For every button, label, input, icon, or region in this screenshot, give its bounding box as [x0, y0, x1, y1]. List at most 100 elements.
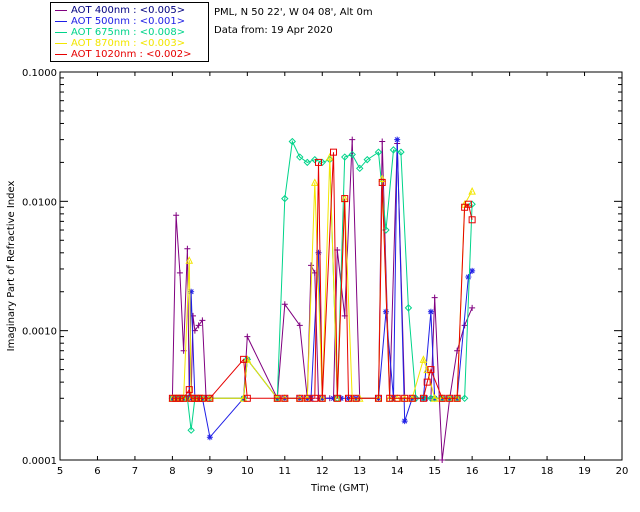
data-point: [315, 158, 323, 166]
x-tick-label: 20: [616, 466, 629, 477]
legend-swatch: [55, 53, 67, 55]
data-point: [419, 394, 427, 402]
data-point: [389, 146, 398, 154]
data-point: [180, 394, 188, 402]
data-point: [318, 158, 326, 167]
x-tick-label: 9: [207, 466, 213, 477]
data-point: [281, 194, 289, 203]
data-point: [185, 256, 194, 264]
data-point: [296, 394, 304, 402]
data-point: [427, 366, 435, 374]
data-point: [303, 158, 311, 167]
data-point: [401, 418, 408, 425]
data-point: [281, 301, 288, 308]
x-tick-label: 15: [428, 466, 441, 477]
legend-item-675: AOT 675nm : <0.008>: [55, 27, 185, 38]
data-point: [188, 288, 195, 295]
data-point: [378, 178, 386, 186]
x-tick-label: 14: [391, 466, 404, 477]
x-tick-label: 12: [316, 466, 329, 477]
data-point: [273, 394, 281, 402]
legend-label: AOT 400nm : <0.005>: [71, 5, 186, 16]
data-point: [356, 164, 364, 173]
x-tick-label: 8: [169, 466, 175, 477]
data-point: [430, 394, 439, 402]
data-point: [318, 394, 326, 402]
data-point: [469, 267, 476, 274]
data-point: [240, 355, 248, 363]
axes: 5 6 7 8 9 10 11 12 13 14 15 16 17 18 19 20 0.0001 0.0010 0…: [22, 68, 628, 477]
data-point: [386, 394, 394, 402]
data-point: [195, 394, 203, 402]
series-line: [172, 152, 473, 399]
data-point: [288, 137, 297, 146]
data-point: [325, 152, 334, 161]
data-point: [397, 148, 405, 156]
legend: AOT 400nm : <0.005> AOT 500nm : <0.001> …: [50, 2, 209, 62]
data-point: [176, 269, 183, 276]
x-tick-label: 6: [94, 466, 100, 477]
data-point: [296, 322, 303, 329]
legend-item-870: AOT 870nm : <0.003>: [55, 38, 185, 49]
data-point: [187, 394, 195, 402]
data-point: [460, 394, 469, 402]
data-point: [352, 394, 360, 402]
data-point: [308, 262, 315, 269]
legend-item-500: AOT 500nm : <0.001>: [55, 16, 185, 27]
data-point: [183, 394, 192, 402]
data-point: [438, 394, 446, 402]
data-point: [401, 394, 409, 402]
data-point: [199, 317, 206, 324]
data-point: [311, 155, 319, 164]
data-point: [311, 394, 319, 402]
data-point: [338, 395, 344, 402]
legend-label: AOT 870nm : <0.003>: [71, 38, 186, 49]
data-point: [333, 394, 341, 402]
x-tick-label: 10: [241, 466, 254, 477]
data-point: [281, 394, 289, 402]
data-point: [469, 304, 476, 311]
data-point: [363, 155, 371, 164]
data-point: [315, 249, 322, 256]
data-point: [374, 394, 382, 402]
data-point: [446, 394, 454, 402]
data-point: [439, 457, 446, 463]
site-info: PML, N 50 22', W 04 08', Alt 0m: [214, 7, 373, 18]
data-point: [464, 200, 472, 208]
data-point: [465, 273, 472, 280]
legend-label: AOT 675nm : <0.008>: [71, 27, 186, 38]
data-point: [244, 333, 251, 340]
x-tick-label: 13: [353, 466, 366, 477]
series-line: [172, 156, 473, 399]
x-axis-label: Time (GMT): [310, 483, 369, 494]
data-point: [195, 322, 202, 329]
data-point: [379, 138, 386, 145]
data-point: [349, 136, 356, 143]
legend-label: AOT 500nm : <0.001>: [71, 16, 186, 27]
x-tick-label: 11: [278, 466, 291, 477]
legend-swatch: [55, 42, 67, 44]
y-tick-label: 0.0100: [22, 197, 57, 208]
data-point: [427, 308, 434, 315]
legend-item-400: AOT 400nm : <0.005>: [55, 5, 185, 16]
data-point: [187, 426, 195, 434]
data-point: [468, 186, 476, 195]
x-tick-label: 18: [541, 466, 554, 477]
data-point: [378, 174, 387, 183]
plot-frame: [59, 71, 623, 461]
data-point: [172, 394, 180, 402]
data-point: [243, 355, 252, 363]
series-line: [171, 139, 473, 461]
x-tick-label: 19: [578, 466, 591, 477]
data-point: [176, 394, 184, 402]
legend-item-1020: AOT 1020nm : <0.002>: [55, 49, 191, 60]
data-point: [243, 394, 251, 402]
data-point: [408, 394, 416, 402]
y-tick-label: 0.1000: [22, 68, 57, 79]
data-point: [296, 153, 304, 161]
x-tick-label: 17: [503, 466, 516, 477]
data-point: [423, 378, 431, 386]
data-point: [344, 394, 352, 402]
data-point: [341, 195, 349, 203]
data-point: [191, 394, 199, 402]
